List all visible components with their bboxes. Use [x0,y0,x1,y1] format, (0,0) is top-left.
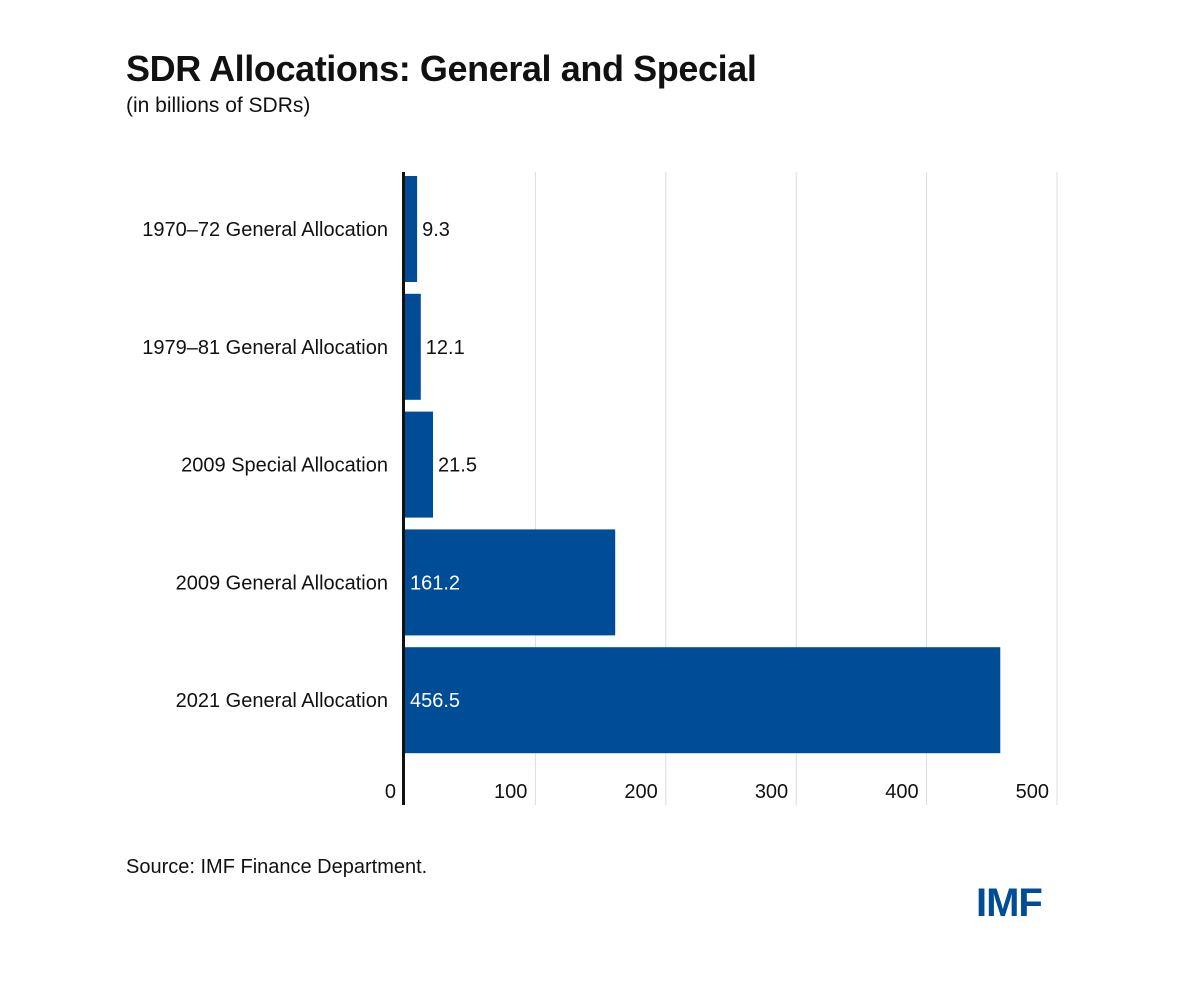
data-label: 456.5 [410,690,460,712]
category-label: 2021 General Allocation [176,690,388,712]
x-tick-label: 300 [755,781,788,803]
x-tick-label: 200 [624,781,657,803]
chart-subtitle: (in billions of SDRs) [126,94,311,117]
bar [405,529,616,636]
data-label: 9.3 [422,219,450,241]
category-label: 2009 Special Allocation [181,455,388,477]
imf-logo: IMF [976,878,1058,924]
logo-text: IMF [976,881,1042,924]
chart-title: SDR Allocations: General and Special [126,48,757,89]
bar-chart: 1970–72 General Allocation 9.3 1979–81 Gen… [142,172,1058,805]
x-tick-label: 0 [385,781,396,803]
category-label: 2009 General Allocation [176,572,388,594]
data-label: 161.2 [410,572,460,594]
bar [405,411,434,518]
data-label: 21.5 [438,455,477,477]
x-tick-label: 400 [885,781,918,803]
source-note: Source: IMF Finance Department. [126,856,428,878]
bar [405,647,1001,754]
x-tick-label: 500 [1016,781,1049,803]
category-label: 1979–81 General Allocation [142,337,388,359]
x-tick-label: 100 [494,781,527,803]
bar [405,176,418,282]
data-label: 12.1 [426,337,465,359]
category-label: 1970–72 General Allocation [142,219,388,241]
bar [405,293,421,400]
